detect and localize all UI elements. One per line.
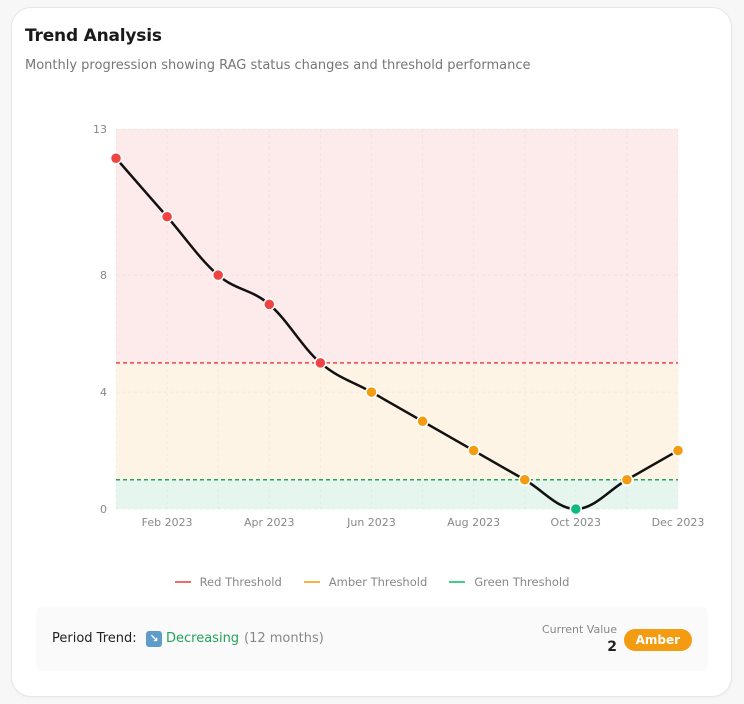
red-threshold-swatch-icon: [174, 581, 191, 583]
x-tick-label: Aug 2023: [447, 516, 500, 529]
band-amber: [116, 362, 678, 480]
x-tick-label: Dec 2023: [652, 516, 705, 529]
data-point-amber: [518, 473, 531, 487]
data-point-red: [160, 210, 174, 223]
legend-item-green[interactable]: Green Threshold: [449, 575, 569, 589]
x-tick-label: Oct 2023: [551, 516, 602, 529]
data-point-green: [569, 502, 583, 516]
card-subtitle: Monthly progression showing RAG status c…: [25, 58, 531, 73]
trend-chart: 0 4 8 13 Feb 2023 Apr 2023 Jun 2023 Aug 2023 Oct…: [93, 123, 705, 529]
y-tick-label: 13: [93, 123, 107, 136]
legend-label: Red Threshold: [199, 575, 282, 589]
y-tick-label: 0: [100, 503, 107, 516]
trend-summary-footer: Period Trend: ↘ Decreasing (12 months) C…: [36, 607, 708, 671]
trend-period: (12 months): [244, 631, 324, 646]
data-point-amber: [620, 473, 634, 487]
legend-item-red[interactable]: Red Threshold: [174, 575, 282, 589]
y-tick-label: 8: [100, 269, 107, 282]
green-threshold-swatch-icon: [449, 581, 466, 583]
status-badge: Amber: [623, 629, 692, 651]
y-tick-label: 4: [100, 386, 107, 399]
legend-label: Amber Threshold: [328, 575, 428, 589]
amber-threshold-swatch-icon: [303, 581, 320, 583]
legend-item-amber[interactable]: Amber Threshold: [303, 575, 428, 589]
data-point-red: [109, 151, 123, 165]
chart-legend: Red Threshold Amber Threshold Green Thre…: [0, 575, 744, 589]
band-red: [116, 129, 678, 363]
band-green: [116, 479, 678, 509]
current-value: 2: [607, 639, 617, 655]
card-title: Trend Analysis: [25, 26, 162, 46]
data-point-red: [263, 298, 276, 311]
data-point-red: [211, 268, 225, 282]
legend-label: Green Threshold: [474, 575, 570, 589]
data-point-amber: [467, 444, 480, 457]
trend-down-arrow-icon: ↘: [146, 631, 162, 647]
data-point-amber: [671, 444, 685, 457]
trend-direction: Decreasing: [166, 631, 240, 646]
x-tick-label: Feb 2023: [142, 516, 193, 529]
x-tick-label: Apr 2023: [244, 516, 295, 529]
x-tick-label: Jun 2023: [346, 516, 396, 529]
data-point-red: [314, 356, 327, 370]
data-point-amber: [365, 385, 378, 399]
period-trend-label: Period Trend:: [52, 631, 137, 646]
data-point-amber: [416, 415, 429, 428]
current-value-label: Current Value: [541, 623, 617, 636]
